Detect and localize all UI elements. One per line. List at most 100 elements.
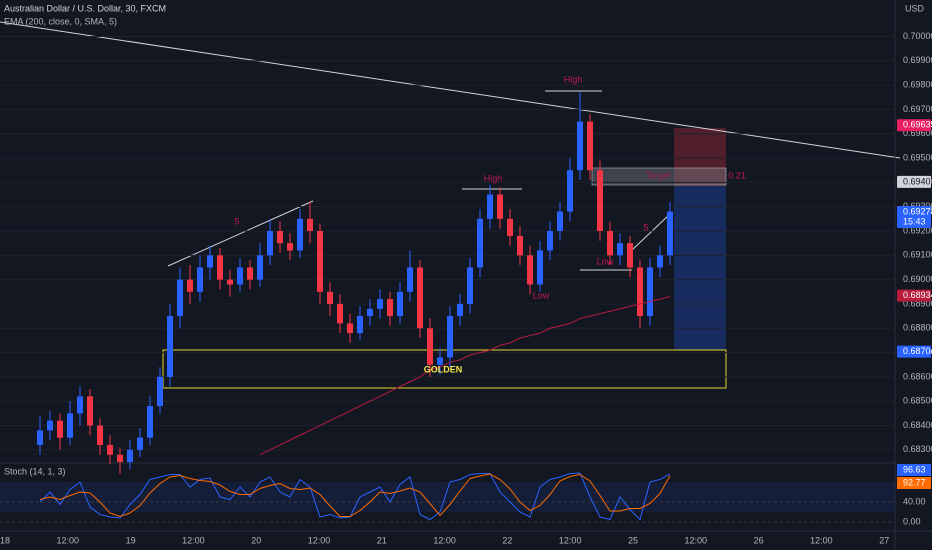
y-tick-label: 0.00 [903,516,921,526]
candle-body [177,279,183,317]
target-box [591,167,727,186]
candle-body [487,194,493,219]
candle-body [607,231,613,256]
candle-body [627,243,633,268]
candle-body [357,316,363,334]
candle-body [427,328,433,365]
candle-body [67,413,73,438]
trendline [0,21,901,159]
candle-body [307,218,313,231]
candle-body [667,211,673,256]
candle-body [417,267,423,329]
candle-body [277,231,283,244]
candle-body [497,194,503,219]
candle-body [317,231,323,292]
stop-zone [674,128,726,186]
candle-body [327,291,333,304]
countdown: 15:43 [903,216,926,226]
x-tick-label: 12:00 [810,535,833,545]
x-tick-label: 12:00 [182,535,205,545]
candle-body [207,255,213,268]
candle-body [57,420,63,438]
candle-body [507,218,513,236]
candle-body [397,291,403,317]
candle-body [87,396,93,426]
target-zone [674,186,726,350]
x-tick-label: 12:00 [308,535,331,545]
value-tag-label: 96.63 [903,464,926,474]
value-tag-label: 92.77 [903,477,926,487]
candle-body [557,211,563,231]
candle-body [537,250,543,285]
candle-body [117,454,123,462]
candle-body [257,255,263,280]
candle-body [337,303,343,324]
x-tick-label: 25 [628,535,638,545]
annotation: Low [597,256,614,266]
price-tag [897,345,931,358]
ema-line [259,296,671,456]
x-tick-label: 26 [754,535,764,545]
x-tick-label: 19 [126,535,136,545]
candle-body [467,267,473,304]
candle-body [347,323,353,334]
candle-body [247,267,253,280]
candle-body [477,218,483,268]
annotation: Target [645,170,671,180]
candle-body [647,267,653,317]
candle-body [547,231,553,251]
y-tick-label: 40.00 [903,496,926,506]
annotation: Low [533,290,550,300]
price-tag-label: 0.68934 [903,290,932,300]
price-tag-label: 0.69402 [903,176,932,186]
candle-body [587,121,593,171]
trendline [631,213,671,251]
candle-body [597,170,603,231]
candle-body [107,444,113,455]
candle-body [457,303,463,317]
candle-body [297,218,303,251]
candle-body [637,267,643,317]
candle-body [217,255,223,280]
annotation: High [564,74,583,84]
price-tag [897,289,931,302]
candle-body [617,243,623,256]
x-tick-label: 27 [879,535,889,545]
x-tick-label: 20 [251,535,261,545]
price-tag [897,206,931,229]
candle-body [367,308,373,317]
annotation: High [484,173,503,183]
candle-body [447,316,453,358]
candle-body [267,231,273,256]
x-tick-label: 12:00 [559,535,582,545]
candle-body [127,449,133,462]
candle-body [517,235,523,256]
candle-body [147,406,153,438]
candle-body [577,121,583,171]
value-tag [897,464,931,476]
candle-body [197,267,203,292]
candle-body [157,376,163,407]
candle-body [387,299,393,317]
annotation: GOLDEN [424,364,463,374]
candle-body [137,437,143,450]
annotation: 0.21 [728,170,746,180]
price-tag [897,175,931,188]
candle-body [527,255,533,285]
candle-body [657,255,663,268]
candle-body [567,170,573,212]
candle-body [237,267,243,285]
symbol-title: Australian Dollar / U.S. Dollar, 30, FXC… [4,3,166,13]
